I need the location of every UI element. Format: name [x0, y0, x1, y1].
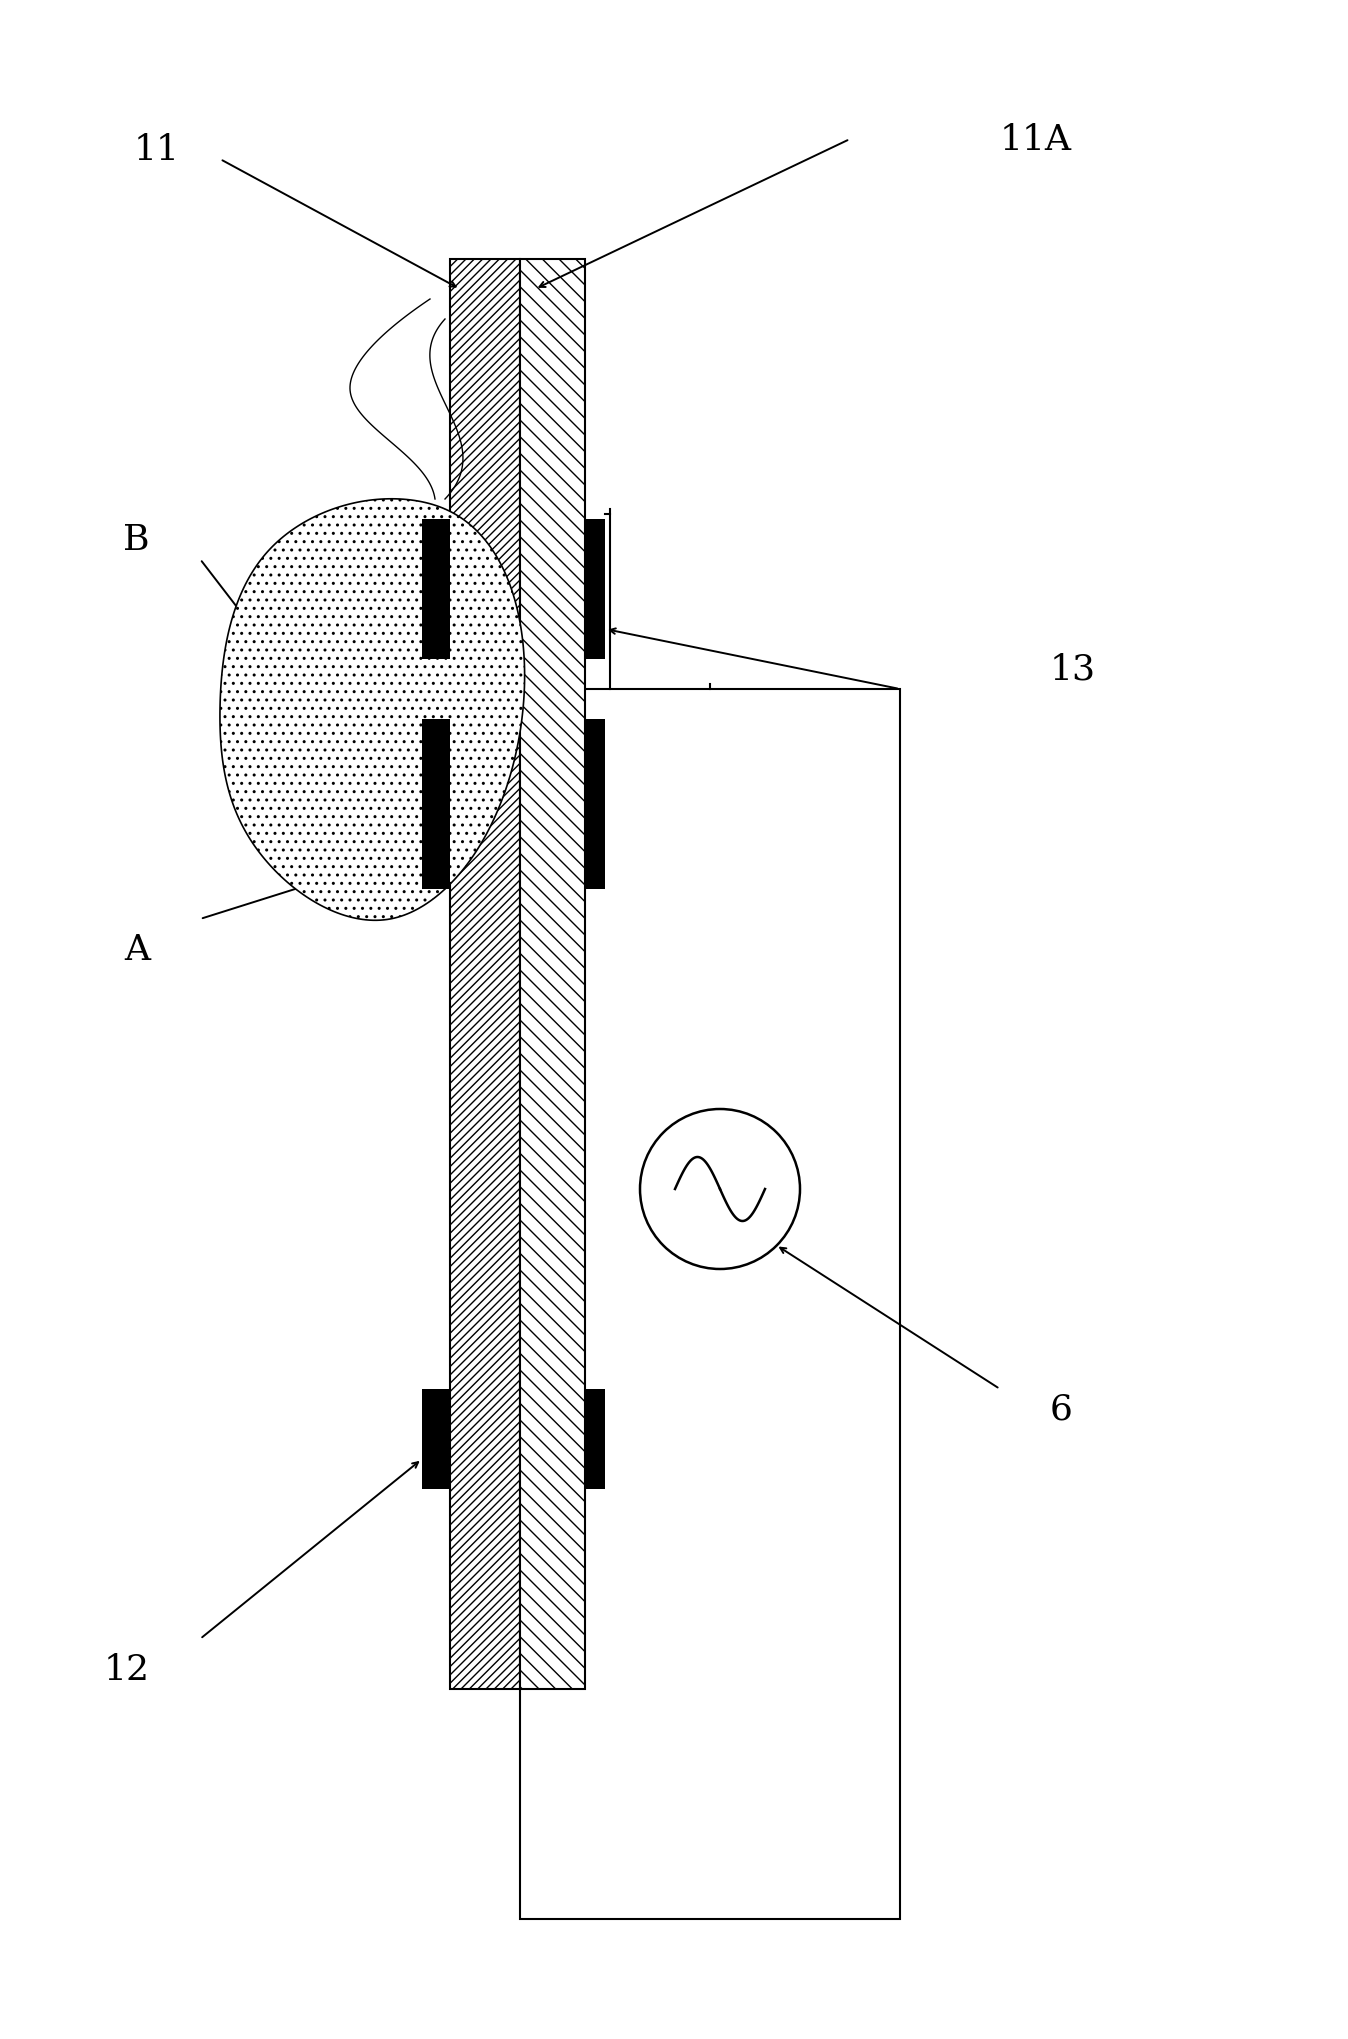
Text: 11A: 11A — [1000, 122, 1072, 157]
Bar — [585, 520, 605, 661]
Bar — [585, 1389, 605, 1488]
Bar — [520, 259, 585, 1688]
Bar — [422, 520, 450, 661]
Text: 13: 13 — [1050, 652, 1096, 687]
Text: 12: 12 — [104, 1652, 150, 1686]
Bar — [422, 720, 450, 889]
Bar — [585, 720, 605, 889]
Bar — [422, 1389, 450, 1488]
Bar — [450, 259, 520, 1688]
Circle shape — [640, 1109, 799, 1270]
Text: 6: 6 — [1050, 1393, 1073, 1427]
Bar — [520, 689, 900, 1919]
Polygon shape — [220, 500, 524, 922]
Text: 11: 11 — [133, 133, 181, 167]
Text: B: B — [124, 522, 150, 557]
Text: A: A — [124, 932, 150, 966]
